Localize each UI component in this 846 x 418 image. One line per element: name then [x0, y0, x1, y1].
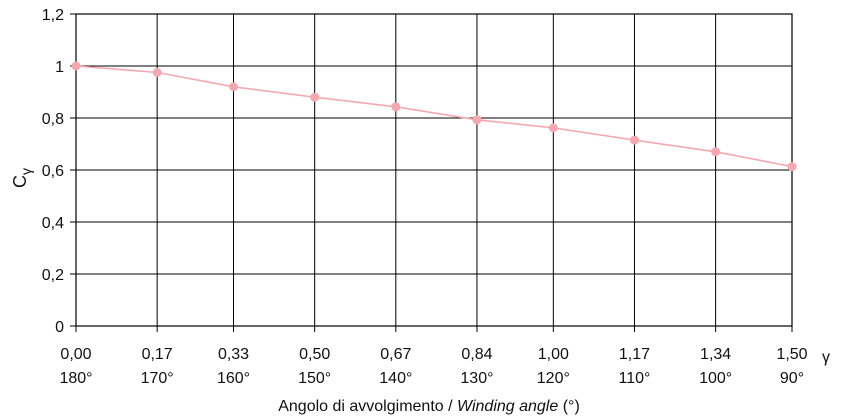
x-axis-title: Angolo di avvolgimento / Winding angle (…	[278, 398, 580, 415]
x-tick-label: 1,17	[619, 346, 650, 363]
data-point	[391, 102, 401, 112]
y-tick-label: 0,8	[42, 111, 64, 128]
x-tick-label: 1,50	[776, 346, 807, 363]
x-tick-label: 0,00	[60, 346, 91, 363]
x-tick-angle-label: 140°	[379, 370, 412, 387]
x-tick-label: 1,34	[700, 346, 731, 363]
y-axis-title-subscript: γ	[18, 168, 34, 175]
x-tick-label: 0,33	[218, 346, 249, 363]
x-tick-angle-label: 120°	[537, 370, 570, 387]
x-tick-label: 0,50	[299, 346, 330, 363]
x-tick-angle-label: 130°	[460, 370, 493, 387]
data-point	[310, 92, 320, 102]
data-point	[629, 135, 639, 145]
y-axis-title: Cγ	[10, 168, 34, 188]
data-point	[787, 162, 797, 172]
y-tick-label: 0,6	[42, 163, 64, 180]
x-tick-label: 0,84	[461, 346, 492, 363]
data-point	[711, 147, 721, 157]
x-axis-title-italic: Winding angle	[457, 398, 558, 415]
x-tick-angle-label: 160°	[217, 370, 250, 387]
data-point	[71, 61, 81, 71]
y-axis: 0 0,2 0,4 0,6 0,8 1 1,2	[42, 7, 76, 336]
x-tick-angle-label: 150°	[298, 370, 331, 387]
data-point	[548, 123, 558, 133]
series-line	[75, 65, 793, 168]
grid	[75, 13, 793, 327]
series	[71, 61, 797, 172]
x-axis-title-prefix: Angolo di avvolgimento /	[278, 398, 457, 415]
data-point	[229, 82, 239, 92]
y-tick-label: 0,4	[42, 215, 64, 232]
x-tick-label: 0,67	[380, 346, 411, 363]
x-tick-angle-label: 100°	[699, 370, 732, 387]
x-secondary-label: γ	[822, 349, 830, 366]
x-tick-angle-label: 110°	[619, 370, 651, 387]
x-tick-angle-label: 170°	[141, 370, 174, 387]
x-tick-angle-label: 180°	[59, 370, 92, 387]
data-point	[152, 68, 162, 77]
y-axis-title-main: C	[10, 175, 30, 188]
x-axis-title-suffix: (°)	[558, 398, 580, 415]
x-axis: 0,00 180° 0,17 170° 0,33 160° 0,50 150° 0,67 140°…	[59, 326, 808, 387]
y-tick-label: 1	[55, 59, 64, 76]
y-tick-label: 0	[55, 319, 64, 336]
data-point	[472, 115, 482, 125]
y-tick-label: 1,2	[42, 7, 64, 24]
x-tick-angle-label: 90°	[780, 370, 804, 387]
y-tick-label: 0,2	[42, 267, 64, 284]
x-tick-label: 1,00	[538, 346, 569, 363]
x-tick-label: 0,17	[142, 346, 173, 363]
